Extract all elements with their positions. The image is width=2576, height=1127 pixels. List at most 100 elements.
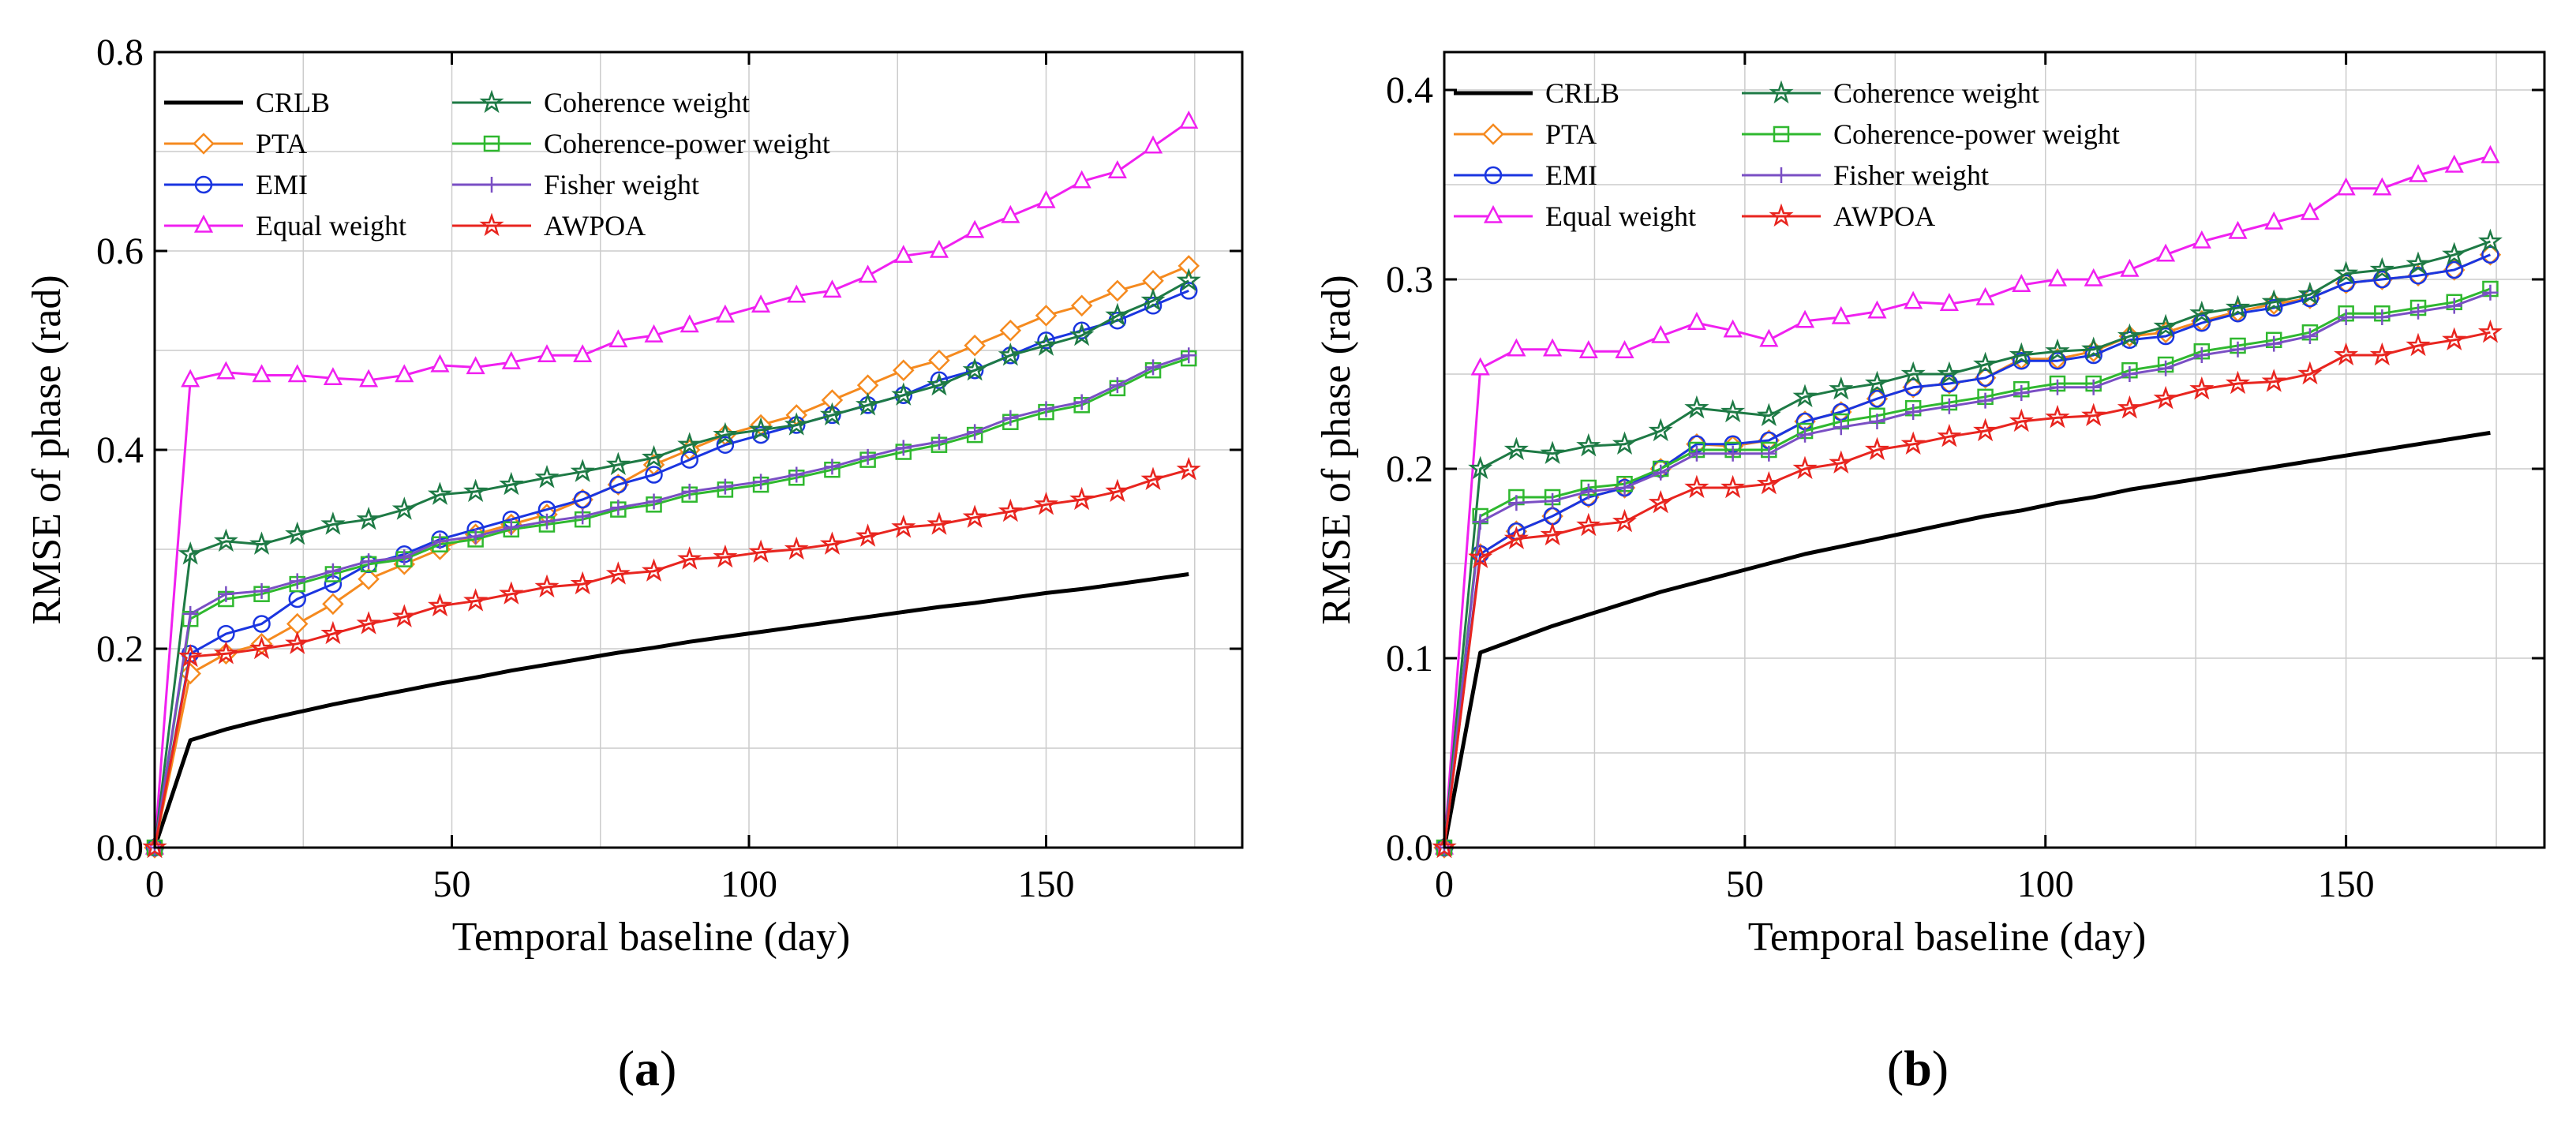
point-emi bbox=[2301, 289, 2320, 308]
point-emi bbox=[609, 475, 627, 494]
point-coherence-weight bbox=[1900, 361, 1926, 385]
point-emi bbox=[2445, 260, 2463, 279]
point-coherence-weight bbox=[1973, 351, 1998, 376]
point-awpoa bbox=[570, 571, 595, 595]
point-equal-weight bbox=[1507, 338, 1526, 357]
point-equal-weight bbox=[1831, 305, 1851, 324]
point-coherence-weight bbox=[1503, 436, 1529, 461]
point-coherence-weight bbox=[1648, 417, 1673, 442]
point-equal-weight bbox=[1723, 319, 1743, 338]
point-awpoa bbox=[1864, 436, 1889, 461]
point-coherence-weight bbox=[2225, 294, 2251, 319]
point-emi bbox=[2192, 313, 2211, 332]
point-awpoa bbox=[249, 635, 275, 660]
point-coherence-weight bbox=[2297, 281, 2323, 305]
point-coherence-weight bbox=[1468, 455, 1493, 480]
point-awpoa bbox=[1756, 470, 1781, 495]
point-awpoa bbox=[356, 611, 381, 635]
point-fisher-weight bbox=[1544, 492, 1561, 509]
point-emi bbox=[680, 451, 698, 469]
point-equal-weight bbox=[1975, 286, 1995, 305]
legend-marker bbox=[1483, 204, 1503, 223]
point-awpoa bbox=[2297, 361, 2323, 385]
point-awpoa bbox=[677, 546, 702, 570]
point-equal-weight bbox=[573, 344, 593, 363]
line-crlb bbox=[1442, 430, 2491, 848]
point-coherence-weight bbox=[213, 528, 238, 552]
line-equal-weight bbox=[153, 120, 1190, 848]
point-awpoa bbox=[927, 511, 952, 535]
point-fisher-weight bbox=[1688, 445, 1705, 462]
point-awpoa bbox=[1503, 526, 1529, 549]
point-fisher-weight bbox=[2338, 309, 2354, 325]
point-fisher-weight bbox=[432, 533, 448, 549]
point-awpoa bbox=[2369, 342, 2394, 366]
point-coherence-weight bbox=[356, 506, 381, 530]
y-tick-label: 0.3 bbox=[1386, 259, 1433, 301]
point-awpoa bbox=[499, 581, 524, 605]
point-awpoa bbox=[1973, 417, 1998, 442]
point-coherence-weight bbox=[1140, 287, 1166, 312]
legend-item-coherence-power-weight: Coherence-power weight bbox=[452, 128, 830, 159]
point-awpoa bbox=[427, 593, 452, 617]
point-coherence-weight bbox=[819, 402, 844, 426]
legend-label: AWPOA bbox=[544, 210, 646, 242]
point-awpoa bbox=[2261, 369, 2286, 392]
point-coherence-weight bbox=[2369, 256, 2394, 281]
point-awpoa bbox=[1576, 512, 1601, 537]
point-coherence-weight bbox=[1829, 376, 1854, 400]
point-fisher-weight bbox=[753, 474, 769, 490]
x-tick-label: 50 bbox=[1726, 863, 1764, 905]
point-fisher-weight bbox=[2193, 347, 2210, 363]
point-coherence-weight bbox=[178, 541, 203, 565]
point-coherence-weight bbox=[2081, 336, 2106, 360]
point-coherence-weight bbox=[1033, 332, 1059, 356]
point-awpoa bbox=[2117, 395, 2142, 419]
point-emi bbox=[2048, 351, 2067, 370]
legend-marker bbox=[479, 212, 504, 237]
legend-item-awpoa: AWPOA bbox=[452, 210, 646, 242]
point-awpoa bbox=[142, 834, 167, 859]
point-emi bbox=[1940, 374, 1959, 393]
point-equal-weight bbox=[359, 369, 379, 388]
point-equal-weight bbox=[822, 279, 842, 298]
series-awpoa bbox=[142, 456, 1201, 859]
point-equal-weight bbox=[1578, 340, 1598, 358]
point-fisher-weight bbox=[2374, 309, 2391, 325]
point-equal-weight bbox=[1615, 340, 1634, 358]
y-tick-label: 0.0 bbox=[1386, 827, 1433, 869]
point-equal-weight bbox=[2481, 144, 2500, 163]
y-tick-label: 0.8 bbox=[96, 32, 144, 73]
legend-label: PTA bbox=[1545, 118, 1597, 150]
point-coherence-weight bbox=[891, 382, 916, 406]
point-equal-weight bbox=[1470, 357, 1490, 376]
y-axis-title: RMSE of phase (rad) bbox=[1314, 275, 1359, 624]
legend-item-coherence-weight: Coherence weight bbox=[1742, 77, 2039, 109]
legend-label: EMI bbox=[256, 169, 308, 200]
point-coherence-weight bbox=[713, 421, 738, 446]
point-equal-weight bbox=[2444, 154, 2464, 173]
y-tick-label: 0.6 bbox=[96, 230, 144, 272]
point-awpoa bbox=[713, 544, 738, 568]
point-awpoa bbox=[1684, 474, 1709, 499]
point-coherence-weight bbox=[1540, 440, 1565, 464]
point-equal-weight bbox=[430, 354, 450, 373]
point-fisher-weight bbox=[1797, 426, 1814, 443]
point-fisher-weight bbox=[1508, 495, 1525, 511]
legend-item-crlb: CRLB bbox=[164, 87, 330, 118]
point-coherence-weight bbox=[1864, 370, 1889, 395]
x-axis-title: Temporal baseline (day) bbox=[1748, 915, 2147, 960]
point-coherence-weight bbox=[784, 412, 809, 436]
series-awpoa bbox=[1432, 319, 2503, 859]
point-awpoa bbox=[2189, 376, 2215, 400]
x-tick-label: 50 bbox=[433, 863, 471, 905]
chart-panel-b: 0 50 100 150 0.0 0.1 0.2 0.3 0.4 Temporal baselin… bbox=[1314, 51, 2546, 1096]
point-fisher-weight bbox=[1869, 414, 1885, 429]
panel-label-open: ( bbox=[1887, 1040, 1904, 1096]
legend-label: Coherence-power weight bbox=[1833, 118, 2120, 150]
point-awpoa bbox=[1720, 474, 1746, 499]
point-fisher-weight bbox=[2410, 303, 2427, 320]
legend-label: EMI bbox=[1545, 159, 1597, 191]
point-coherence-weight bbox=[2009, 342, 2034, 366]
point-emi bbox=[1868, 389, 1886, 408]
